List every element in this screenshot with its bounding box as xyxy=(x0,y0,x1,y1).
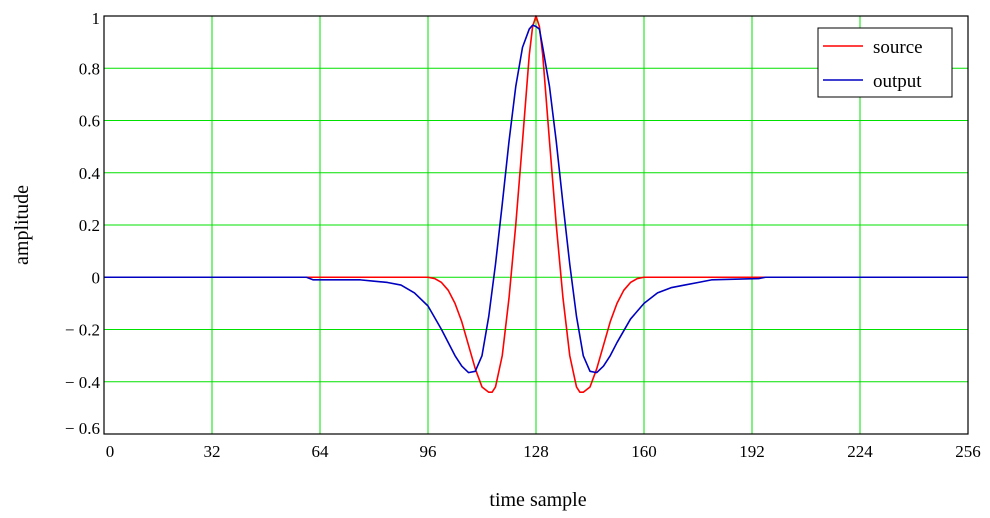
y-tick-label: 0.8 xyxy=(79,59,100,78)
y-tick-label: 0.2 xyxy=(79,216,100,235)
series-line-output xyxy=(104,24,968,374)
x-tick-label: 32 xyxy=(204,442,221,461)
x-tick-label: 96 xyxy=(420,442,437,461)
x-tick-label: 0 xyxy=(106,442,115,461)
legend: source output xyxy=(817,27,953,98)
y-axis-label: amplitude xyxy=(11,185,33,265)
x-tick-label: 192 xyxy=(739,442,765,461)
legend-label-output: output xyxy=(873,71,922,92)
x-tick-label: 64 xyxy=(312,442,330,461)
y-tick-label: 1 xyxy=(92,9,101,28)
x-tick-label: 256 xyxy=(955,442,981,461)
legend-label-source: source xyxy=(873,37,923,58)
x-tick-label: 160 xyxy=(631,442,657,461)
ticks: 0 32 64 96 128 160 192 224 256 − 0.6 − 0.4 − 0.2 0 0.… xyxy=(65,9,981,461)
x-tick-label: 224 xyxy=(847,442,873,461)
y-tick-label: 0 xyxy=(92,268,101,287)
y-tick-label: 0.4 xyxy=(79,164,101,183)
y-tick-label: − 0.2 xyxy=(65,321,100,340)
plot-frame xyxy=(103,15,969,435)
x-tick-label: 128 xyxy=(523,442,549,461)
y-tick-label: − 0.6 xyxy=(65,419,100,438)
y-tick-label: 0.6 xyxy=(79,112,100,131)
x-axis-label: time sample xyxy=(489,489,586,511)
y-tick-label: − 0.4 xyxy=(65,373,101,392)
legend-box xyxy=(817,27,953,98)
